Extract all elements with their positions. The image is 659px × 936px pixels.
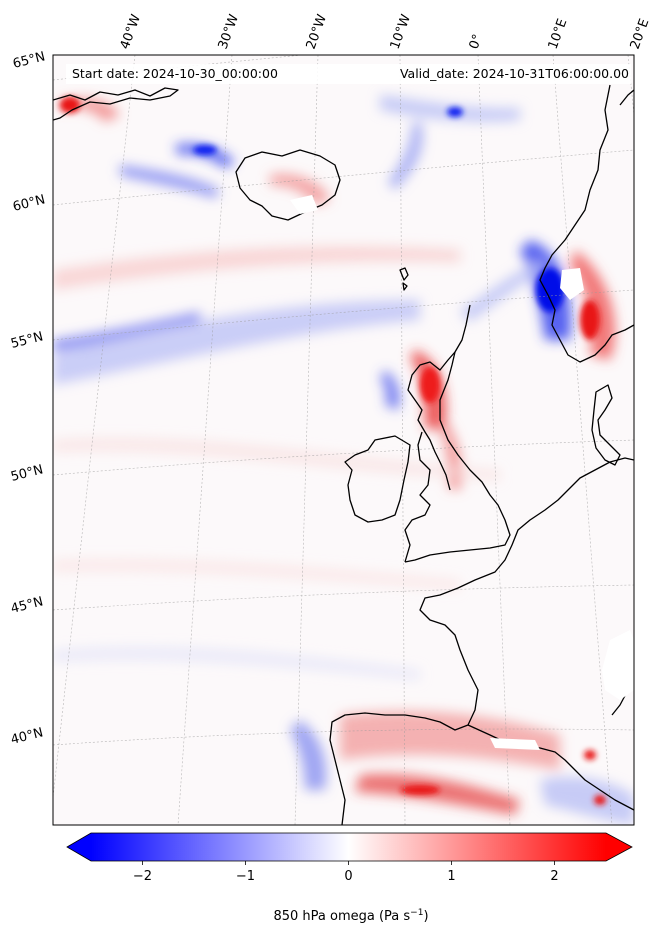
colorbar-tick-label: 0	[344, 869, 352, 884]
omega-field	[53, 95, 634, 825]
sweden-coast	[619, 89, 634, 106]
lat-label-40n: 40°N	[9, 725, 44, 747]
valid-date: Valid_date: 2024-10-31T06:00:00.00	[400, 66, 629, 81]
lon-label-30w: 30°W	[216, 12, 242, 51]
lat-label-65n: 65°N	[11, 49, 46, 71]
colorbar-tick-label: 1	[447, 869, 455, 884]
colorbar-extend-min	[67, 833, 91, 861]
lat-label-55n: 55°N	[9, 329, 44, 351]
lat-labels: 65°N 60°N 55°N 50°N 45°N 40°N	[9, 49, 46, 747]
britain-west-coast	[404, 431, 431, 563]
lat-label-45n: 45°N	[9, 594, 44, 616]
header: Start date: 2024-10-30_00:00:00 Valid_da…	[66, 64, 631, 84]
colorbar-body	[91, 833, 606, 861]
colorbar-outline	[66, 832, 633, 862]
norway-coast	[539, 84, 634, 363]
colorbar-tick-label: −2	[133, 869, 152, 884]
lon-labels: 40°W 30°W 20°W 10°W 0° 10°E 20°E	[118, 12, 653, 51]
colorbar: −2 −1 0 1 2 850 hPa omega (Pa s−1)	[66, 832, 633, 924]
faroe-coast	[399, 267, 409, 291]
iceland-coast	[235, 149, 341, 221]
britain-east-coast	[404, 351, 511, 563]
colorbar-tick-label: 2	[550, 869, 558, 884]
coastlines	[53, 84, 634, 825]
lon-label-10e: 10°E	[546, 17, 571, 52]
colorbar-tick-label: −1	[236, 869, 255, 884]
masked-areas	[290, 195, 634, 750]
colorbar-extend-max	[606, 833, 632, 861]
start-date: Start date: 2024-10-30_00:00:00	[72, 66, 278, 81]
lon-label-0: 0°	[467, 32, 486, 51]
lon-label-20e: 20°E	[628, 17, 653, 52]
colorbar-ticks: −2 −1 0 1 2	[133, 861, 559, 884]
lon-label-40w: 40°W	[118, 12, 144, 51]
lon-label-20w: 20°W	[304, 12, 330, 51]
denmark-coast	[591, 384, 621, 466]
ireland-coast	[344, 435, 411, 523]
lat-label-60n: 60°N	[11, 192, 46, 214]
lat-label-50n: 50°N	[9, 462, 44, 484]
omega-cores	[60, 97, 606, 805]
colorbar-label: 850 hPa omega (Pa s−1)	[273, 908, 428, 924]
greenland-coast	[53, 87, 179, 121]
map-panel	[53, 55, 634, 825]
graticule	[53, 55, 634, 825]
continent-coast	[329, 457, 634, 825]
lon-label-10w: 10°W	[388, 12, 414, 51]
map-frame	[52, 54, 635, 826]
